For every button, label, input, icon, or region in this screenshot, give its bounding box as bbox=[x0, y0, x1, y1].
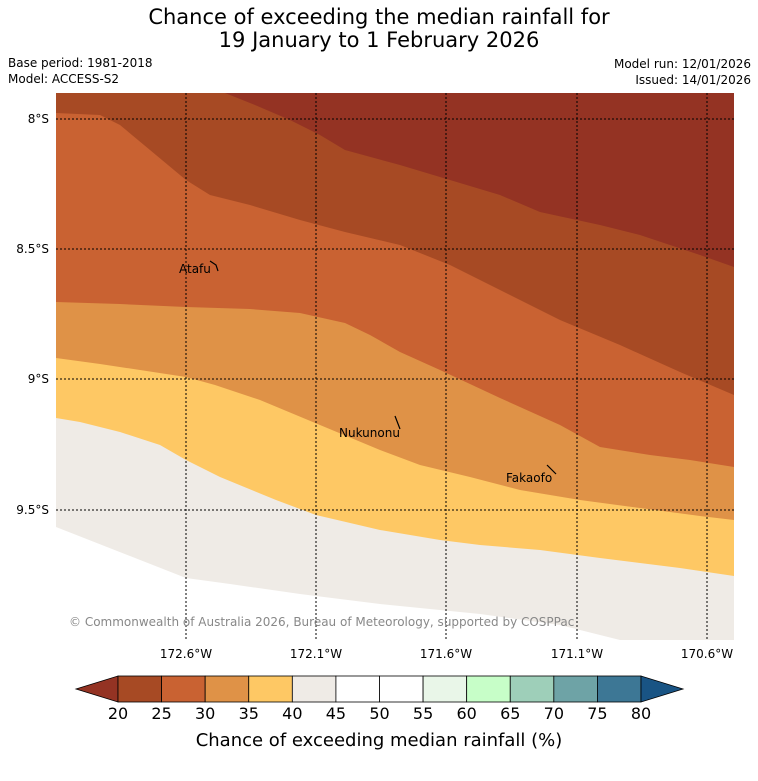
atolls bbox=[209, 260, 557, 475]
lat-tick-label: 8.5°S bbox=[16, 242, 49, 256]
lat-tick-label: 9°S bbox=[28, 372, 49, 386]
colorbar-tick-label: 60 bbox=[456, 704, 477, 723]
colorbar-title: Chance of exceeding median rainfall (%) bbox=[195, 730, 563, 751]
colorbar-swatch bbox=[597, 675, 642, 703]
model-text: Model: ACCESS-S2 bbox=[8, 72, 120, 86]
map-title-line1: Chance of exceeding the median rainfall … bbox=[148, 5, 610, 29]
lon-tick-label: 171.6°W bbox=[420, 647, 472, 661]
lon-tick-label: 171.1°W bbox=[551, 647, 603, 661]
colorbar-swatch bbox=[117, 675, 162, 703]
colorbar-swatch bbox=[553, 675, 598, 703]
colorbar bbox=[74, 675, 685, 703]
lon-tick-label: 172.1°W bbox=[290, 647, 342, 661]
colorbar-tick-label: 25 bbox=[151, 704, 172, 723]
colorbar-swatch bbox=[291, 675, 337, 703]
colorbar-tick-label: 40 bbox=[282, 704, 303, 723]
colorbar-under-arrow bbox=[74, 675, 119, 703]
colorbar-swatch bbox=[161, 675, 206, 703]
place-label-atafu: Atafu bbox=[179, 262, 211, 276]
nukunonu-coastline bbox=[394, 415, 401, 430]
colorbar-swatch bbox=[509, 675, 555, 703]
colorbar-tick-label: 65 bbox=[500, 704, 521, 723]
colorbar-tick-label: 45 bbox=[325, 704, 347, 723]
graticule bbox=[56, 93, 734, 640]
colorbar-swatch bbox=[248, 675, 293, 703]
colorbar-swatch bbox=[204, 675, 250, 703]
colorbar-over-arrow bbox=[640, 675, 685, 703]
lat-tick-label: 9.5°S bbox=[16, 503, 49, 517]
colorbar-tick-label: 30 bbox=[194, 704, 216, 723]
colorbar-swatch bbox=[379, 675, 424, 703]
lat-tick-label: 8°S bbox=[28, 112, 49, 126]
colorbar-swatch bbox=[335, 675, 380, 703]
place-label-fakaofo: Fakaofo bbox=[506, 471, 552, 485]
colorbar-tick-label: 50 bbox=[369, 704, 390, 723]
contour-below-20 bbox=[225, 93, 734, 267]
place-label-nukunonu: Nukunonu bbox=[339, 426, 400, 440]
colorbar-tick-label: 80 bbox=[630, 704, 652, 723]
lon-tick-label: 172.6°W bbox=[160, 647, 212, 661]
colorbar-tick-label: 75 bbox=[587, 704, 608, 723]
atafu-coastline bbox=[209, 260, 219, 272]
issued-text: Issued: 14/01/2026 bbox=[635, 73, 751, 87]
map-title-line2: 19 January to 1 February 2026 bbox=[218, 28, 540, 52]
colorbar-swatch bbox=[422, 675, 468, 703]
colorbar-tick-label: 20 bbox=[107, 704, 129, 723]
colorbar-tick-label: 55 bbox=[412, 704, 434, 723]
base-period-text: Base period: 1981-2018 bbox=[8, 56, 153, 70]
colorbar-tick-label: 70 bbox=[543, 704, 564, 723]
colorbar-tick-label: 35 bbox=[238, 704, 259, 723]
probability-contours bbox=[56, 93, 734, 640]
colorbar-swatch bbox=[466, 675, 511, 703]
fakaofo-coastline bbox=[546, 464, 557, 475]
copyright-text: © Commonwealth of Australia 2026, Bureau… bbox=[69, 615, 574, 629]
model-run-text: Model run: 12/01/2026 bbox=[613, 57, 751, 71]
lon-tick-label: 170.6°W bbox=[681, 647, 733, 661]
